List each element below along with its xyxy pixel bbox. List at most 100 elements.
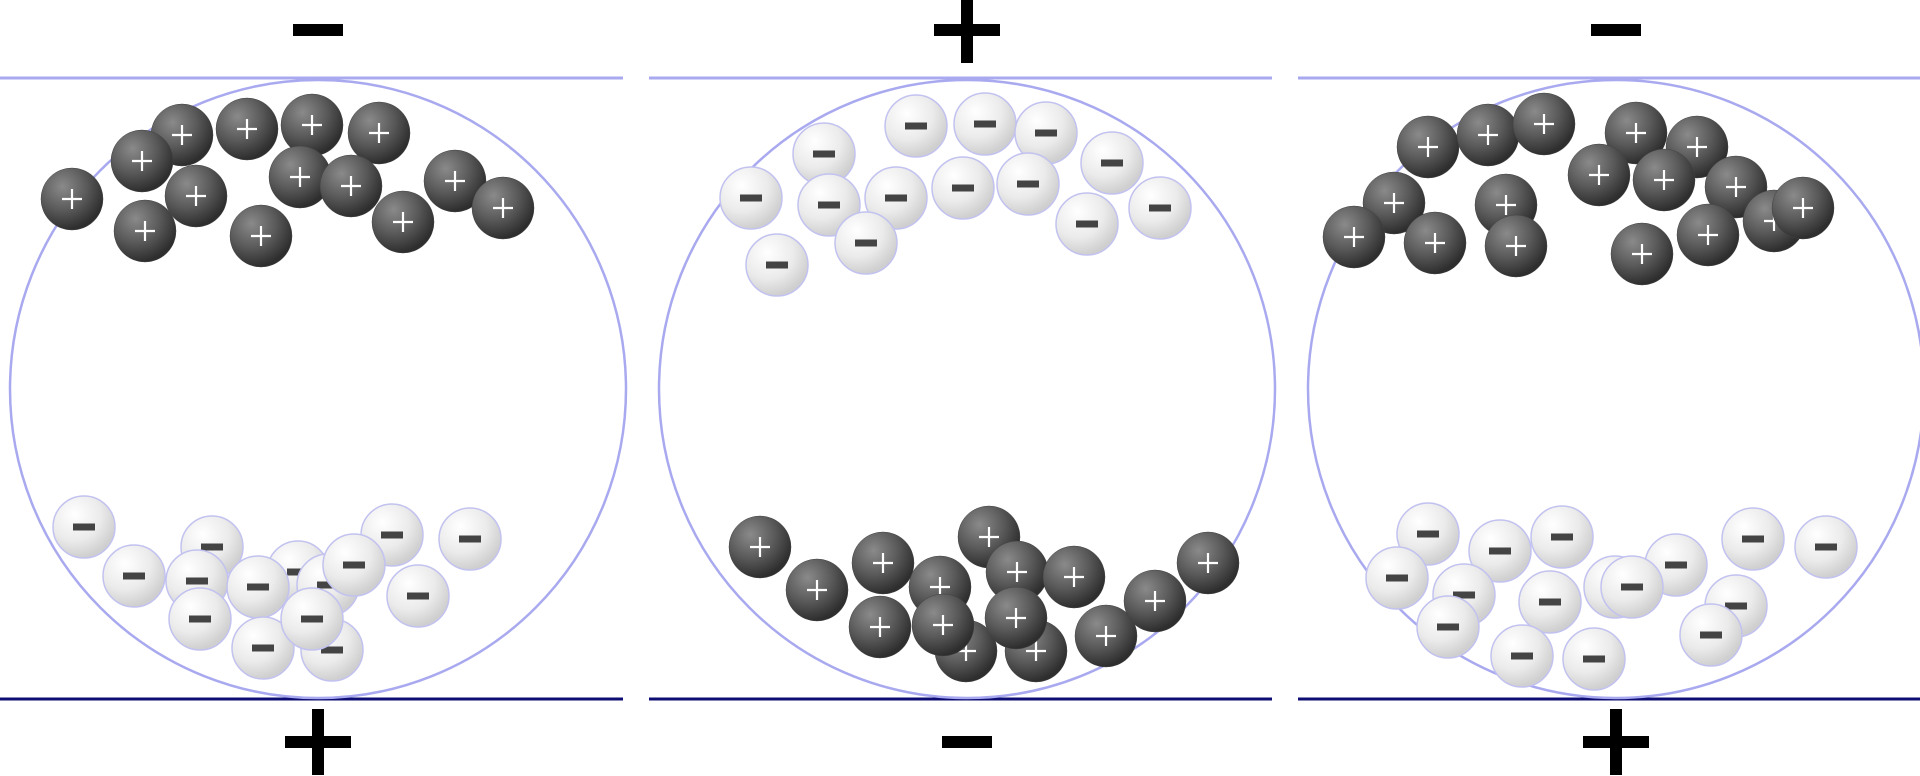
bottom-minus-sign	[942, 736, 992, 748]
minus-icon	[1035, 129, 1057, 137]
anion-ion	[996, 152, 1060, 216]
cell-outline	[657, 78, 1277, 700]
top-ion-cluster	[40, 93, 535, 268]
anion-ion	[1679, 603, 1743, 667]
cation-ion	[1456, 103, 1520, 167]
anion-ion	[322, 533, 386, 597]
cation-ion	[1322, 205, 1386, 269]
plus-icon-v	[312, 709, 324, 775]
minus-icon	[1437, 623, 1459, 631]
anion-ion	[864, 166, 928, 230]
cation-ion	[1176, 531, 1240, 595]
anion-ion	[168, 587, 232, 651]
minus-icon	[301, 615, 323, 623]
minus-icon	[952, 184, 974, 192]
minus-icon	[189, 615, 211, 623]
anion-ion	[52, 495, 116, 559]
cation-ion	[848, 595, 912, 659]
minus-icon	[287, 568, 309, 576]
anion-ion	[1794, 515, 1858, 579]
minus-icon	[905, 122, 927, 130]
minus-icon	[1386, 574, 1408, 582]
minus-icon	[1665, 561, 1687, 569]
minus-icon	[885, 194, 907, 202]
cation-ion	[1484, 214, 1548, 278]
anion-ion	[953, 92, 1017, 156]
minus-icon	[321, 646, 343, 654]
cell-outline	[1306, 78, 1920, 700]
minus-icon	[1815, 543, 1837, 551]
anion-ion	[1468, 519, 1532, 583]
cation-ion	[1074, 604, 1138, 668]
minus-icon	[942, 736, 992, 748]
minus-icon	[1551, 533, 1573, 541]
minus-icon	[293, 24, 343, 36]
minus-icon	[186, 577, 208, 585]
minus-icon	[407, 592, 429, 600]
minus-icon	[1742, 535, 1764, 543]
cation-ion	[1123, 569, 1187, 633]
minus-icon	[1725, 602, 1747, 610]
top-ion-cluster	[719, 92, 1192, 297]
anion-ion	[1518, 570, 1582, 634]
cation-ion	[851, 531, 915, 595]
cation-ion	[1632, 148, 1696, 212]
minus-icon	[855, 239, 877, 247]
cation-ion	[347, 101, 411, 165]
minus-icon	[201, 543, 223, 551]
cation-ion	[229, 204, 293, 268]
minus-icon	[1149, 204, 1171, 212]
cell-outline	[8, 78, 628, 700]
anion-ion	[884, 94, 948, 158]
anion-ion	[226, 555, 290, 619]
minus-icon	[1583, 655, 1605, 663]
anion-ion	[1128, 176, 1192, 240]
cation-ion	[1403, 211, 1467, 275]
cation-ion	[1604, 101, 1668, 165]
minus-icon	[381, 531, 403, 539]
minus-icon	[766, 261, 788, 269]
cation-ion	[1512, 92, 1576, 156]
minus-icon	[1453, 591, 1475, 599]
bottom-ion-cluster	[728, 505, 1240, 683]
bottom-ion-cluster	[1365, 502, 1858, 691]
anion-ion	[280, 587, 344, 651]
anion-ion	[719, 166, 783, 230]
anion-ion	[1416, 595, 1480, 659]
anion-ion	[231, 616, 295, 680]
cation-ion	[728, 515, 792, 579]
minus-icon	[974, 120, 996, 128]
minus-icon	[813, 150, 835, 158]
panel-1	[0, 24, 628, 775]
minus-icon	[1101, 159, 1123, 167]
minus-icon	[1591, 24, 1641, 36]
anion-ion	[745, 233, 809, 297]
minus-icon	[1700, 631, 1722, 639]
minus-icon	[1511, 652, 1533, 660]
minus-icon	[1489, 547, 1511, 555]
cation-ion	[1396, 115, 1460, 179]
anion-ion	[834, 211, 898, 275]
cation-ion	[1042, 545, 1106, 609]
minus-icon	[343, 561, 365, 569]
anion-ion	[1080, 131, 1144, 195]
minus-icon	[459, 535, 481, 543]
minus-icon	[247, 583, 269, 591]
bottom-ion-cluster	[52, 495, 502, 682]
cation-ion	[164, 164, 228, 228]
anion-ion	[1562, 627, 1626, 691]
top-minus-sign	[293, 24, 343, 36]
minus-icon	[123, 572, 145, 580]
cation-ion	[1610, 222, 1674, 286]
plus-icon-v	[961, 0, 973, 63]
cation-ion	[40, 167, 104, 231]
anion-ion	[386, 564, 450, 628]
bottom-plus-sign	[285, 709, 351, 775]
panel-3	[1298, 24, 1920, 775]
minus-icon	[1017, 180, 1039, 188]
anion-ion	[1396, 502, 1460, 566]
cation-ion	[984, 586, 1048, 650]
top-plus-sign	[934, 0, 1000, 63]
cation-ion	[911, 593, 975, 657]
